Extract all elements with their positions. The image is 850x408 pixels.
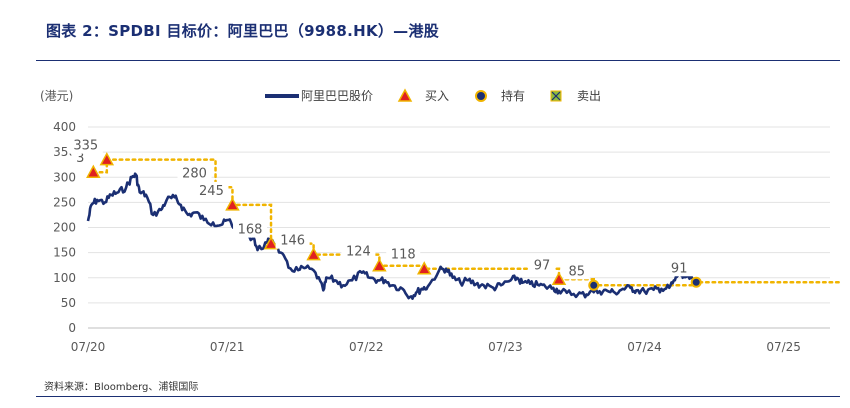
legend-sell-x-stroke — [551, 91, 561, 101]
buy-marker — [551, 271, 567, 286]
source-note: 资料来源：Bloomberg、浦银国际 — [44, 382, 199, 393]
hold-marker — [690, 276, 702, 288]
legend-label: 卖出 — [577, 89, 601, 103]
hold-marker — [588, 279, 600, 291]
target-price-label: 91 — [671, 261, 688, 276]
legend-label: 阿里巴巴股价 — [301, 89, 373, 103]
x-tick-label: 07/20 — [71, 340, 106, 354]
target-label-bg — [386, 245, 421, 263]
y-tick-label: 250 — [53, 195, 76, 209]
buy-marker — [306, 247, 321, 261]
price-line-series — [86, 172, 696, 300]
target-price-label: 146 — [280, 234, 305, 249]
buy-marker — [99, 152, 115, 166]
target-price-label: 335 — [73, 139, 98, 154]
target-label-bg — [275, 231, 310, 249]
y-tick-label: 100 — [53, 271, 76, 285]
y-axis-label: (港元) — [40, 89, 73, 103]
y-tick-label: 0 — [68, 321, 76, 335]
target-price-label: 280 — [182, 166, 207, 181]
target-label-bg — [194, 181, 229, 199]
buy-marker — [416, 261, 432, 275]
title-divider — [36, 60, 840, 61]
target-label-bg — [177, 164, 212, 182]
x-tick-label: 07/23 — [488, 340, 523, 354]
target-label-bg — [68, 136, 103, 154]
target-price-label: 97 — [534, 258, 551, 273]
target-label-bg — [341, 242, 376, 260]
y-tick-label: 50 — [61, 296, 76, 310]
target-label-bg — [528, 256, 555, 274]
y-tick-label: 150 — [53, 246, 76, 260]
legend-buy-triangle-icon — [397, 88, 413, 102]
y-tick-label: 300 — [53, 170, 76, 184]
target-price-label: 168 — [238, 223, 263, 238]
x-tick-label: 07/24 — [627, 340, 662, 354]
target-label-bg — [666, 259, 693, 277]
chart-title: 图表 2：SPDBI 目标价：阿里巴巴（9988.HK）—港股 — [46, 22, 440, 40]
buy-marker — [263, 236, 279, 250]
y-tick-label: 400 — [53, 120, 76, 134]
buy-marker — [86, 164, 101, 178]
target-price-label: 3 — [76, 151, 84, 166]
legend-label: 买入 — [425, 89, 449, 103]
target-label-bg — [233, 220, 268, 238]
target-price-label: 124 — [346, 245, 371, 260]
target-price-label: 118 — [391, 248, 416, 263]
buy-marker — [372, 258, 387, 272]
target-price-label: 85 — [568, 264, 585, 279]
target-price-label: 245 — [199, 184, 224, 199]
x-tick-label: 07/25 — [766, 340, 801, 354]
buy-marker — [225, 197, 240, 211]
footer-divider — [36, 396, 840, 397]
legend-label: 持有 — [501, 88, 525, 103]
target-label-bg — [563, 262, 590, 280]
x-tick-label: 07/22 — [349, 340, 384, 354]
x-tick-label: 07/21 — [210, 340, 245, 354]
legend-hold-circle-icon — [475, 90, 487, 102]
y-tick-label: 200 — [53, 221, 76, 235]
